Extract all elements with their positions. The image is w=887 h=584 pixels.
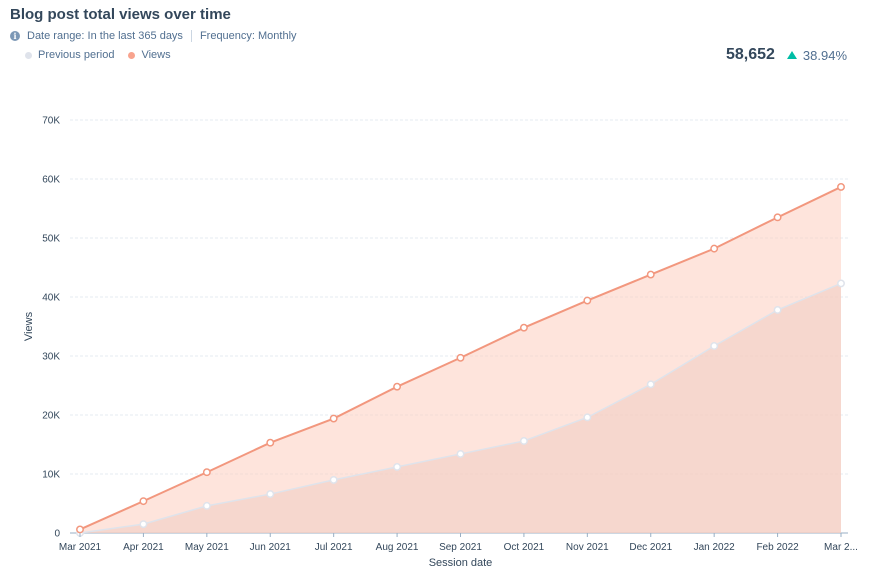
data-point-views [837, 183, 845, 191]
data-point-views [583, 296, 592, 305]
data-point-views [139, 497, 148, 506]
date-range-text: Date range: In the last 365 days [27, 30, 183, 42]
x-tick-label: May 2021 [185, 542, 229, 553]
y-tick-label: 10K [42, 470, 60, 481]
y-tick-label: 70K [42, 116, 60, 127]
x-axis-title: Session date [429, 557, 493, 569]
x-tick-label: Nov 2021 [566, 542, 609, 553]
data-point-views [710, 244, 719, 253]
legend-item-previous-period[interactable]: Previous period [25, 49, 114, 61]
data-point-views [456, 353, 465, 362]
x-tick-label: Sep 2021 [439, 542, 482, 553]
data-point-previous-period [583, 413, 592, 422]
meta-divider [190, 30, 192, 42]
x-tick-label: Aug 2021 [376, 542, 419, 553]
x-tick-label: Jan 2022 [694, 542, 736, 553]
legend-label-previous-period: Previous period [38, 49, 115, 61]
data-point-views [646, 270, 655, 279]
data-point-previous-period [329, 475, 338, 484]
legend-swatch-views [128, 51, 136, 59]
data-point-previous-period [646, 380, 655, 389]
data-point-previous-period [456, 449, 465, 458]
kpi-summary: 58,652 38.94% [726, 46, 847, 64]
x-tick-label: Mar 2... [824, 542, 858, 553]
data-point-previous-period [266, 490, 275, 499]
data-point-previous-period [139, 520, 148, 529]
info-icon[interactable]: i [10, 31, 20, 41]
data-point-previous-period [519, 437, 528, 445]
chart-legend: Previous period Views [25, 49, 185, 61]
data-point-views [266, 438, 275, 447]
y-tick-label: 60K [42, 175, 60, 186]
kpi-change-percent: 38.94% [802, 47, 847, 63]
data-point-previous-period [773, 306, 782, 314]
data-point-views [393, 382, 402, 391]
x-tick-label: Mar 2021 [59, 542, 102, 553]
triangle-up-icon [786, 51, 797, 59]
data-point-views [773, 213, 782, 222]
chart-title: Blog post total views over time [10, 6, 231, 23]
legend-label-views: Views [141, 49, 171, 61]
y-tick-label: 30K [42, 352, 60, 363]
y-tick-label: 20K [42, 411, 60, 422]
y-tick-label: 0 [54, 529, 60, 540]
data-point-previous-period [393, 462, 402, 471]
frequency-text: Frequency: Monthly [199, 30, 297, 42]
x-tick-label: Dec 2021 [629, 542, 672, 553]
x-tick-label: Jun 2021 [250, 542, 292, 553]
data-point-views [202, 468, 211, 477]
data-point-views [76, 525, 84, 534]
chart-meta: i Date range: In the last 365 days Frequ… [10, 30, 297, 42]
x-tick-label: Oct 2021 [504, 542, 545, 553]
y-tick-label: 40K [42, 293, 60, 304]
data-point-previous-period [202, 501, 211, 510]
y-tick-label: 50K [42, 234, 60, 245]
legend-swatch-previous-period [25, 51, 32, 59]
kpi-total-value: 58,652 [725, 46, 775, 63]
data-point-views [519, 323, 528, 332]
x-tick-label: Apr 2021 [123, 542, 164, 553]
data-point-views [329, 414, 338, 423]
data-point-previous-period [710, 342, 719, 350]
x-tick-label: Jul 2021 [315, 542, 353, 553]
y-axis-title: Views [23, 311, 35, 341]
legend-item-views[interactable]: Views [128, 49, 171, 61]
x-tick-label: Feb 2022 [756, 542, 799, 553]
data-point-previous-period [837, 279, 845, 288]
